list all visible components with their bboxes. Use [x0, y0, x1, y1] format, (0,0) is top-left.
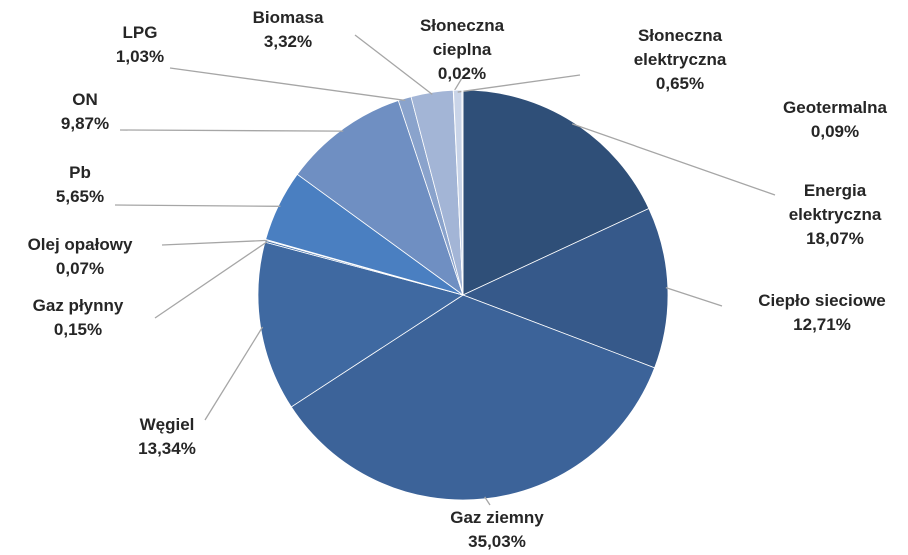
slice-value: 13,34%: [138, 439, 196, 458]
pie-slice: [461, 208, 669, 369]
leader-line: [119, 129, 344, 132]
slice-label: Biomasa 3,32%: [228, 6, 348, 54]
slice-value: 5,65%: [55, 187, 105, 206]
slice-value: 18,07%: [806, 229, 864, 248]
leader-line: [114, 204, 281, 207]
slice-name: Olej opałowy: [27, 235, 133, 254]
slice-value: 1,03%: [115, 47, 165, 66]
slice-value: 12,71%: [793, 315, 851, 334]
slice-value: 0,65%: [655, 74, 705, 93]
pie-slice: [290, 294, 656, 501]
pie-slice: [461, 89, 464, 296]
leader-line: [571, 123, 776, 196]
slice-name: Pb: [69, 163, 91, 182]
slice-value: 0,15%: [53, 320, 103, 339]
slice-value: 0,07%: [55, 259, 105, 278]
slice-value: 35,03%: [468, 532, 526, 551]
slice-label: Ciepło sieciowe 12,71%: [722, 289, 908, 337]
leader-line: [665, 287, 723, 307]
slice-label: Gaz płynny 0,15%: [8, 294, 148, 342]
slice-name: Słoneczna elektryczna: [633, 26, 727, 69]
slice-name: Gaz ziemny: [450, 508, 544, 527]
slice-name: Ciepło sieciowe: [758, 291, 886, 310]
slice-name: LPG: [122, 23, 158, 42]
leader-line: [204, 326, 264, 421]
pie-slice: [296, 99, 464, 297]
slice-label: Geotermalna 0,09%: [755, 96, 908, 144]
slice-name: Węgiel: [139, 415, 195, 434]
slice-label: Pb 5,65%: [20, 161, 140, 209]
pie-slice: [257, 241, 464, 408]
leader-line: [457, 74, 581, 93]
slice-name: Słoneczna cieplna: [419, 16, 505, 59]
leader-line: [484, 496, 491, 506]
slice-name: ON: [72, 90, 98, 109]
slice-value: 0,02%: [437, 64, 487, 83]
leader-line: [169, 67, 406, 102]
slice-label: Gaz ziemny 35,03%: [417, 506, 577, 554]
slice-label: ON 9,87%: [25, 88, 145, 136]
slice-name: Energia elektryczna: [788, 181, 882, 224]
slice-value: 3,32%: [263, 32, 313, 51]
slice-label: Olej opałowy 0,07%: [0, 233, 160, 281]
slice-label: LPG 1,03%: [90, 21, 190, 69]
slice-name: Biomasa: [252, 8, 324, 27]
slice-name: Geotermalna: [783, 98, 887, 117]
pie-slice: [462, 89, 650, 296]
slice-label: Słoneczna cieplna 0,02%: [407, 14, 517, 86]
slice-label: Węgiel 13,34%: [107, 413, 227, 461]
slice-name: Gaz płynny: [32, 296, 124, 315]
slice-label: Słoneczna elektryczna 0,65%: [610, 24, 750, 96]
leader-line: [161, 239, 268, 246]
slice-label: Energia elektryczna 18,07%: [775, 179, 895, 251]
leader-line: [154, 241, 268, 319]
slice-value: 9,87%: [60, 114, 110, 133]
leader-line: [354, 34, 433, 95]
slice-value: 0,09%: [810, 122, 860, 141]
